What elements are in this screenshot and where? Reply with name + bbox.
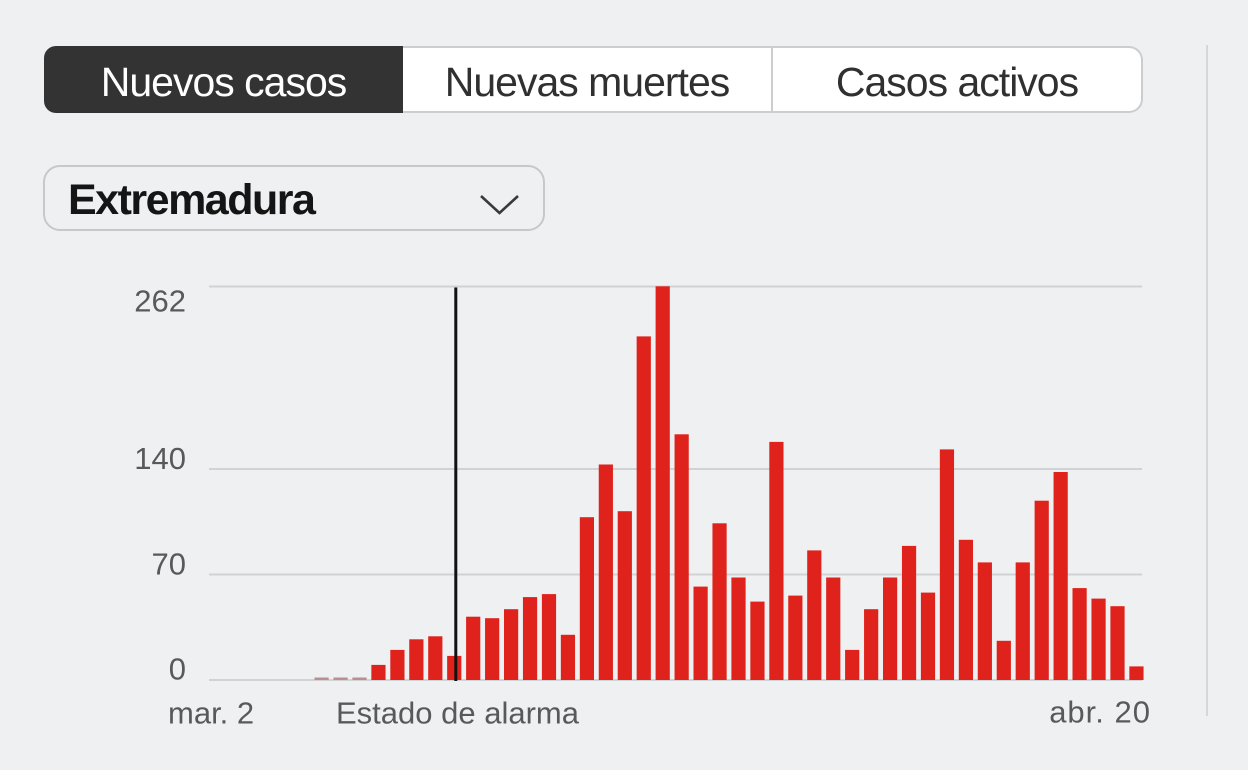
- svg-text:abr. 20: abr. 20: [1049, 695, 1151, 730]
- svg-text:70: 70: [152, 547, 186, 582]
- svg-text:262: 262: [134, 284, 186, 319]
- svg-text:Estado de alarma: Estado de alarma: [336, 696, 580, 731]
- svg-text:140: 140: [134, 441, 186, 476]
- svg-text:0: 0: [169, 652, 186, 687]
- svg-text:mar. 2: mar. 2: [168, 696, 254, 731]
